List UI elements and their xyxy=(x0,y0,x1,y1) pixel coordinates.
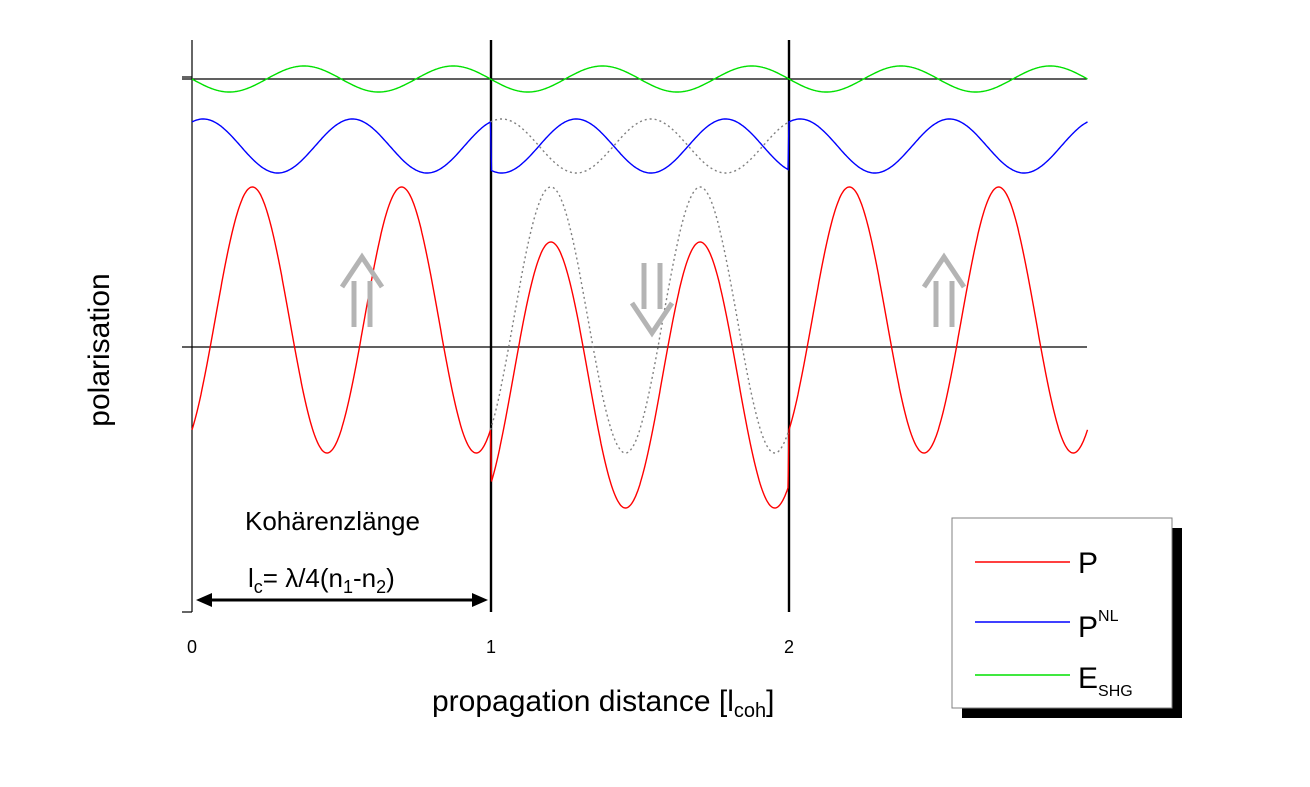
arrow-up-icon xyxy=(339,252,385,327)
coherence-title: Kohärenzlänge xyxy=(245,506,420,536)
series-pnl-unpoled-dotted xyxy=(490,118,790,174)
coherence-formula: lc= λ/4(n1-n2) xyxy=(248,563,395,597)
arrow-up-icon xyxy=(921,252,967,327)
series-pnl-line xyxy=(191,118,1088,174)
arrow-down-icon xyxy=(629,263,675,338)
legend-label-pnl: PNL xyxy=(1078,608,1119,644)
curves xyxy=(191,65,1089,509)
x-tick-label: 1 xyxy=(486,637,496,657)
coherence-length-arrow xyxy=(196,593,488,607)
legend-box xyxy=(951,517,1173,709)
legend-label-eshg: ESHG xyxy=(1078,662,1133,700)
x-axis-label: propagation distance [lcoh] xyxy=(432,685,774,722)
x-tick-label: 2 xyxy=(784,637,794,657)
series-eshg-line xyxy=(191,65,1088,93)
series-p-line xyxy=(191,186,1089,509)
legend: P PNL ESHG xyxy=(951,517,1182,718)
y-axis-label: polarisation xyxy=(83,273,116,426)
legend-label-p: P xyxy=(1078,547,1098,580)
x-tick-label: 0 xyxy=(187,637,197,657)
series-p-unpoled-dotted xyxy=(489,186,790,454)
